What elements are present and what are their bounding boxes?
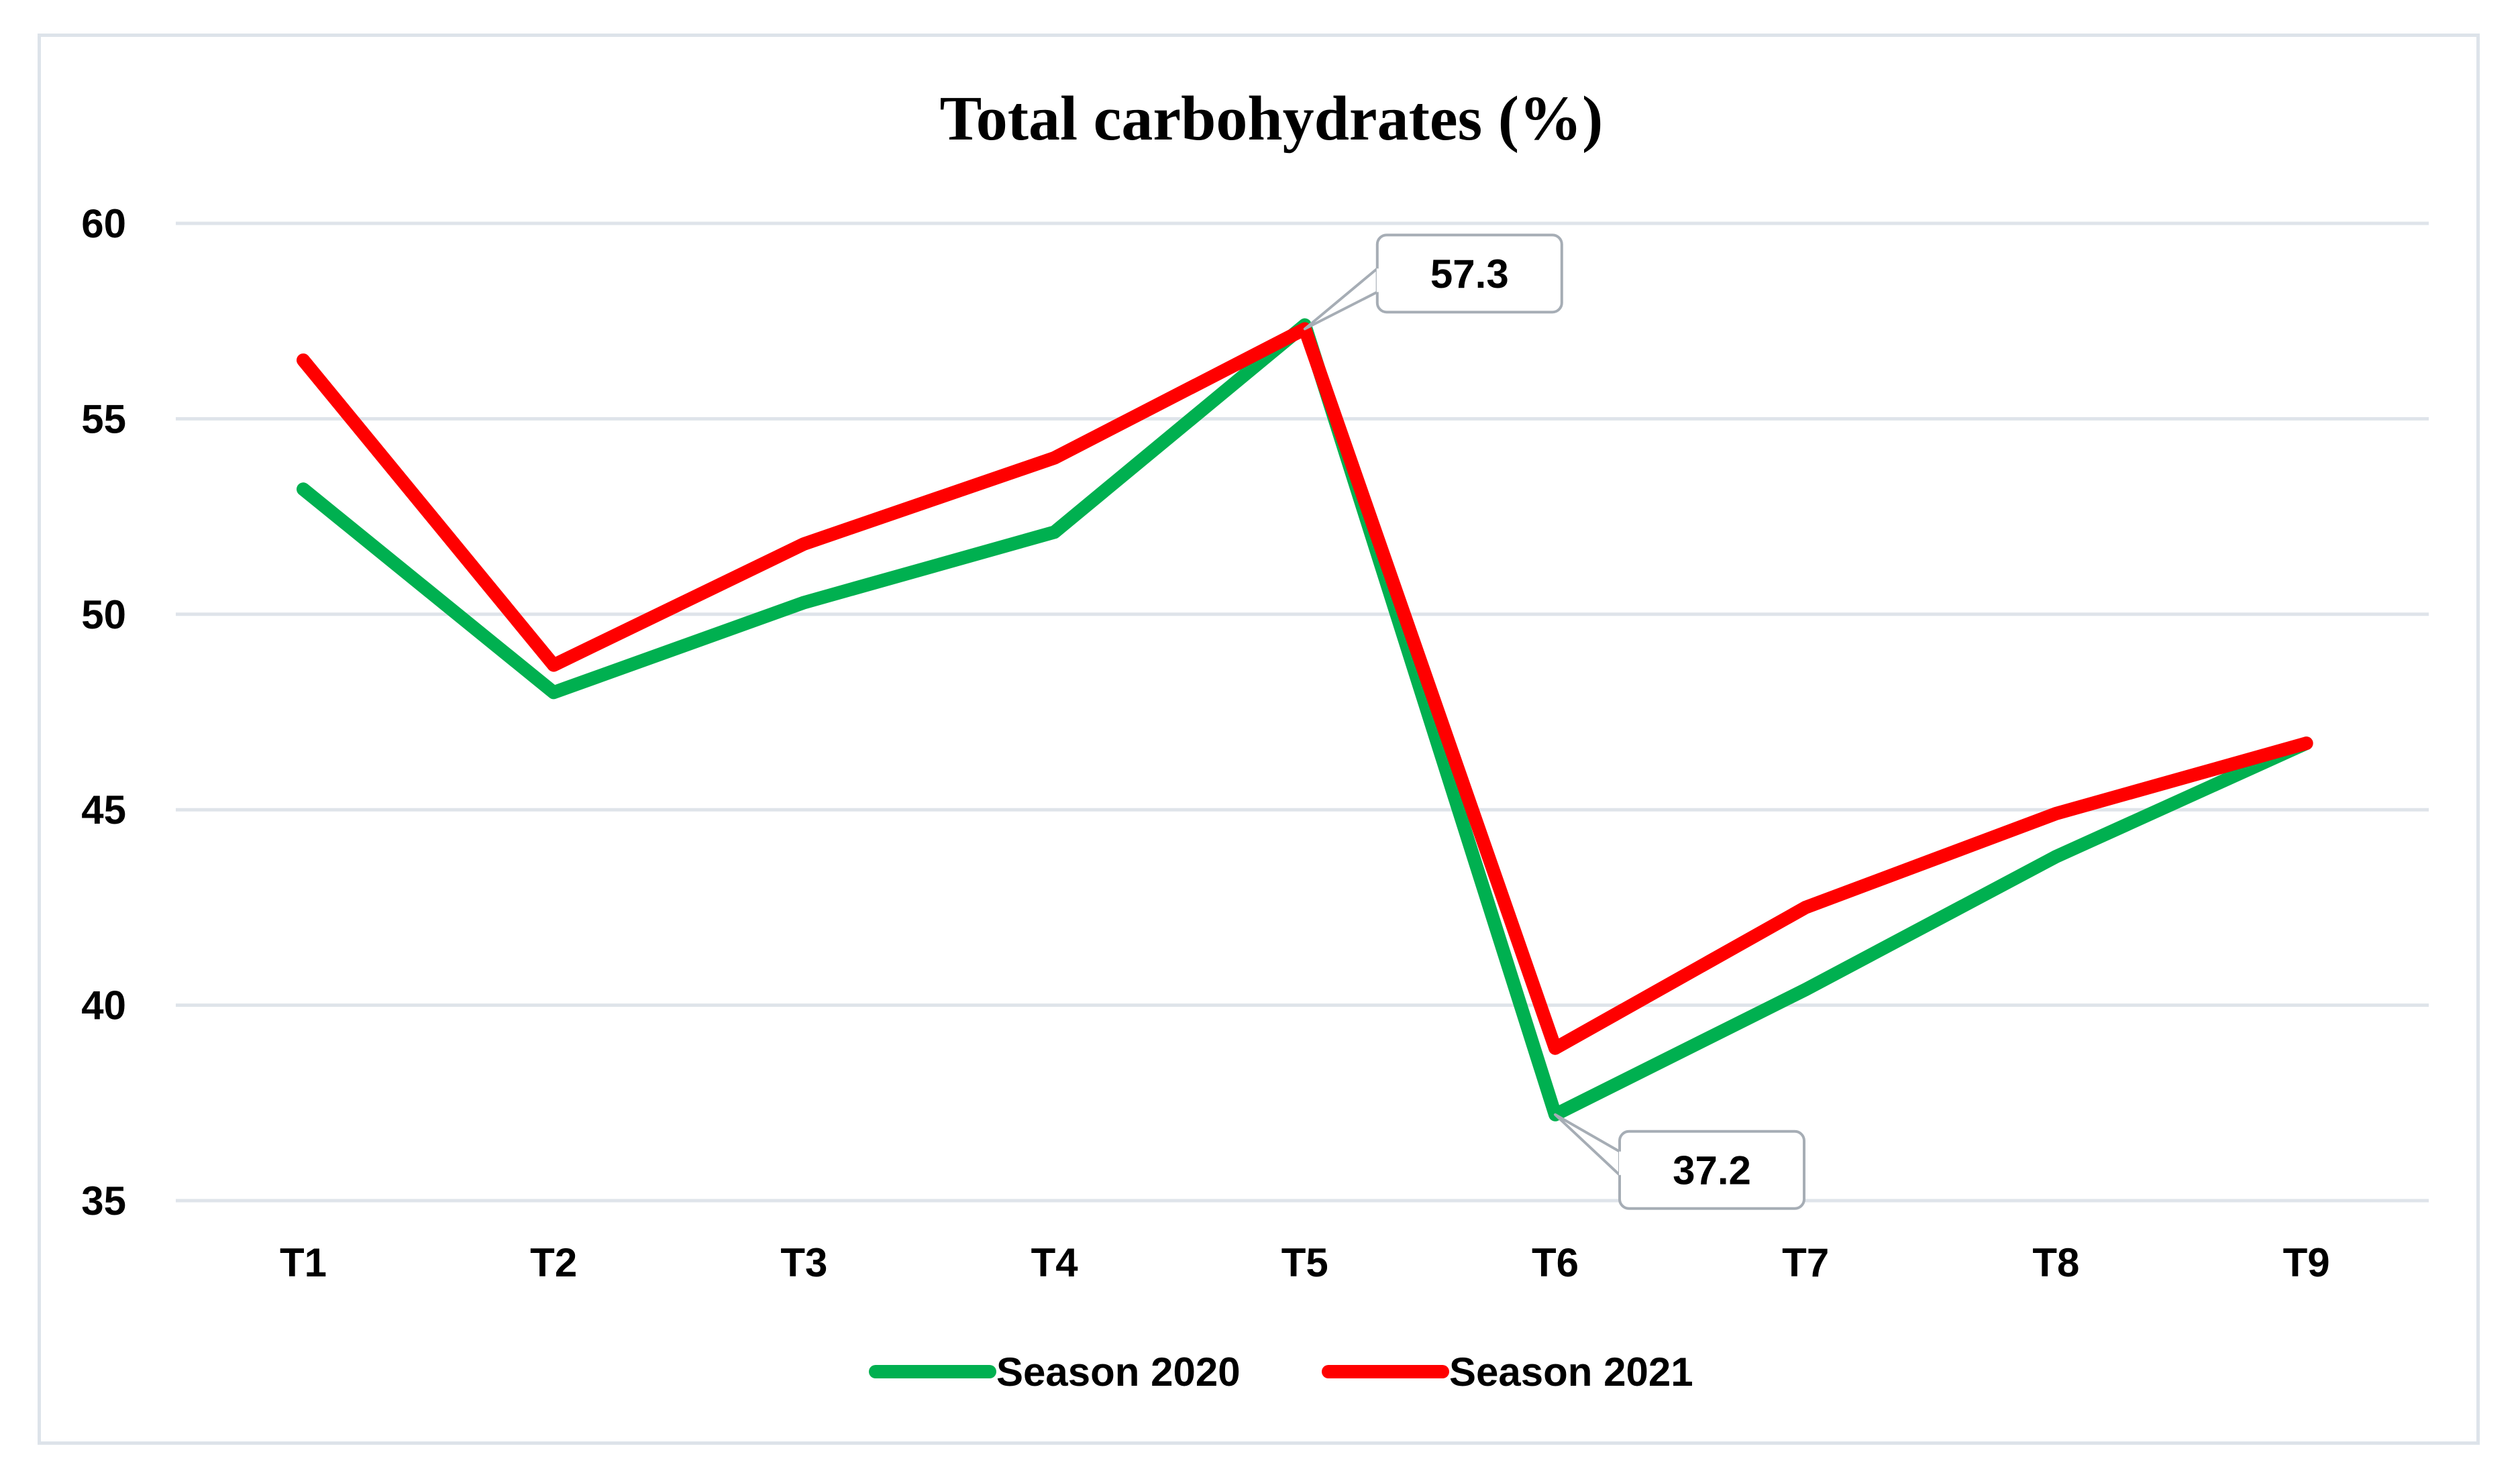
series-line-season-2021: [297, 322, 2313, 1055]
data-point-season-2021: [297, 353, 309, 366]
chart-frame: [38, 34, 2480, 1445]
data-point-season-2020: [1048, 526, 1061, 539]
y-tick-label: 35: [81, 1178, 126, 1223]
x-tick-label: T3: [780, 1240, 827, 1285]
data-point-season-2020: [798, 596, 810, 609]
data-point-season-2020: [547, 686, 560, 699]
legend-label: Season 2020: [996, 1350, 1241, 1394]
y-axis-ticks: 35 40 45 50 55 60: [81, 201, 126, 1223]
data-point-season-2020: [2050, 851, 2062, 863]
y-tick-label: 40: [81, 983, 126, 1028]
x-axis-ticks: T1 T2 T3 T4 T5 T6 T7 T8 T9: [280, 1240, 2330, 1285]
data-point-season-2021: [547, 659, 560, 671]
y-tick-label: 45: [81, 787, 126, 832]
data-point-season-2021: [1549, 1042, 1561, 1054]
y-tick-label: 55: [81, 396, 126, 441]
data-point-season-2021: [1048, 451, 1061, 464]
data-point-season-2021: [2050, 808, 2062, 820]
x-tick-label: T1: [280, 1240, 327, 1285]
y-tick-label: 50: [81, 592, 126, 637]
data-point-season-2021: [1799, 901, 1812, 914]
y-tick-label: 60: [81, 201, 126, 246]
series-line-season-2020: [297, 318, 2313, 1121]
x-tick-label: T2: [530, 1240, 577, 1285]
x-tick-label: T8: [2032, 1240, 2079, 1285]
x-tick-label: T6: [1532, 1240, 1579, 1285]
callout-label: 37.2: [1673, 1148, 1751, 1193]
gridlines: [176, 221, 2429, 1203]
data-point-season-2021: [2300, 737, 2313, 750]
callout-pointer: [1554, 1113, 1621, 1176]
legend-label: Season 2021: [1449, 1350, 1693, 1394]
legend: Season 2020 Season 2021: [869, 1350, 1693, 1394]
series-lines: [297, 318, 2313, 1121]
x-tick-label: T5: [1281, 1240, 1328, 1285]
x-tick-label: T7: [1782, 1240, 1829, 1285]
data-point-season-2021: [798, 537, 810, 550]
chart-title: Total carbohydrates (%): [940, 84, 1604, 154]
data-point-season-2020: [1799, 983, 1812, 996]
callout-pointer: [1303, 267, 1379, 331]
x-tick-label: T9: [2283, 1240, 2330, 1285]
data-point-season-2020: [297, 483, 309, 496]
x-tick-label: T4: [1031, 1240, 1079, 1285]
callout-label: 57.3: [1430, 252, 1509, 296]
data-callouts: 57.3 37.2: [1303, 233, 1805, 1210]
